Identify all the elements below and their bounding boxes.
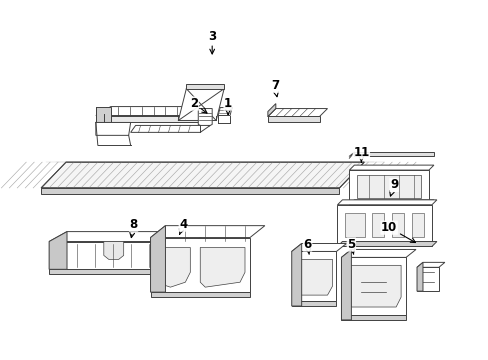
- Text: 3: 3: [208, 30, 216, 54]
- Polygon shape: [186, 84, 224, 89]
- Polygon shape: [345, 213, 365, 237]
- Polygon shape: [416, 262, 422, 291]
- Polygon shape: [267, 109, 327, 117]
- Polygon shape: [267, 117, 319, 122]
- Polygon shape: [49, 231, 67, 269]
- Polygon shape: [349, 165, 433, 170]
- Polygon shape: [150, 238, 249, 292]
- Polygon shape: [49, 269, 193, 274]
- Text: 5: 5: [346, 238, 355, 254]
- Polygon shape: [337, 242, 436, 247]
- Polygon shape: [150, 292, 249, 297]
- Polygon shape: [341, 257, 405, 315]
- Polygon shape: [96, 107, 215, 116]
- Polygon shape: [130, 125, 210, 132]
- Text: 4: 4: [179, 218, 187, 234]
- Polygon shape: [96, 107, 111, 122]
- Polygon shape: [337, 200, 436, 205]
- Text: 1: 1: [224, 97, 232, 114]
- Text: 8: 8: [129, 218, 138, 238]
- Polygon shape: [198, 109, 212, 126]
- Text: 7: 7: [270, 79, 278, 97]
- Polygon shape: [354, 152, 433, 156]
- Polygon shape: [150, 226, 165, 292]
- Text: 11: 11: [352, 146, 369, 162]
- Polygon shape: [41, 162, 364, 188]
- Polygon shape: [341, 249, 351, 320]
- Polygon shape: [341, 249, 415, 257]
- Polygon shape: [49, 231, 211, 242]
- Polygon shape: [411, 213, 423, 237]
- Text: 9: 9: [389, 179, 397, 196]
- Polygon shape: [291, 243, 346, 251]
- Polygon shape: [96, 122, 130, 135]
- Polygon shape: [341, 315, 405, 320]
- Polygon shape: [416, 267, 438, 291]
- Text: 2: 2: [190, 97, 206, 113]
- Polygon shape: [96, 116, 200, 122]
- Text: 6: 6: [303, 238, 311, 255]
- Polygon shape: [49, 242, 193, 269]
- Polygon shape: [291, 251, 336, 301]
- Polygon shape: [337, 205, 431, 247]
- Polygon shape: [155, 247, 190, 287]
- Polygon shape: [267, 104, 275, 117]
- Text: 10: 10: [380, 221, 415, 243]
- Polygon shape: [41, 188, 339, 194]
- Polygon shape: [218, 108, 232, 116]
- Polygon shape: [357, 175, 420, 198]
- Polygon shape: [371, 213, 384, 237]
- Polygon shape: [349, 200, 433, 205]
- Polygon shape: [349, 170, 428, 205]
- Polygon shape: [291, 301, 336, 306]
- Polygon shape: [291, 243, 301, 306]
- Polygon shape: [391, 213, 403, 237]
- Polygon shape: [178, 89, 224, 121]
- Polygon shape: [295, 260, 332, 295]
- Polygon shape: [200, 247, 244, 287]
- Polygon shape: [416, 262, 444, 267]
- Polygon shape: [150, 226, 264, 238]
- Polygon shape: [103, 242, 123, 260]
- Polygon shape: [346, 265, 400, 307]
